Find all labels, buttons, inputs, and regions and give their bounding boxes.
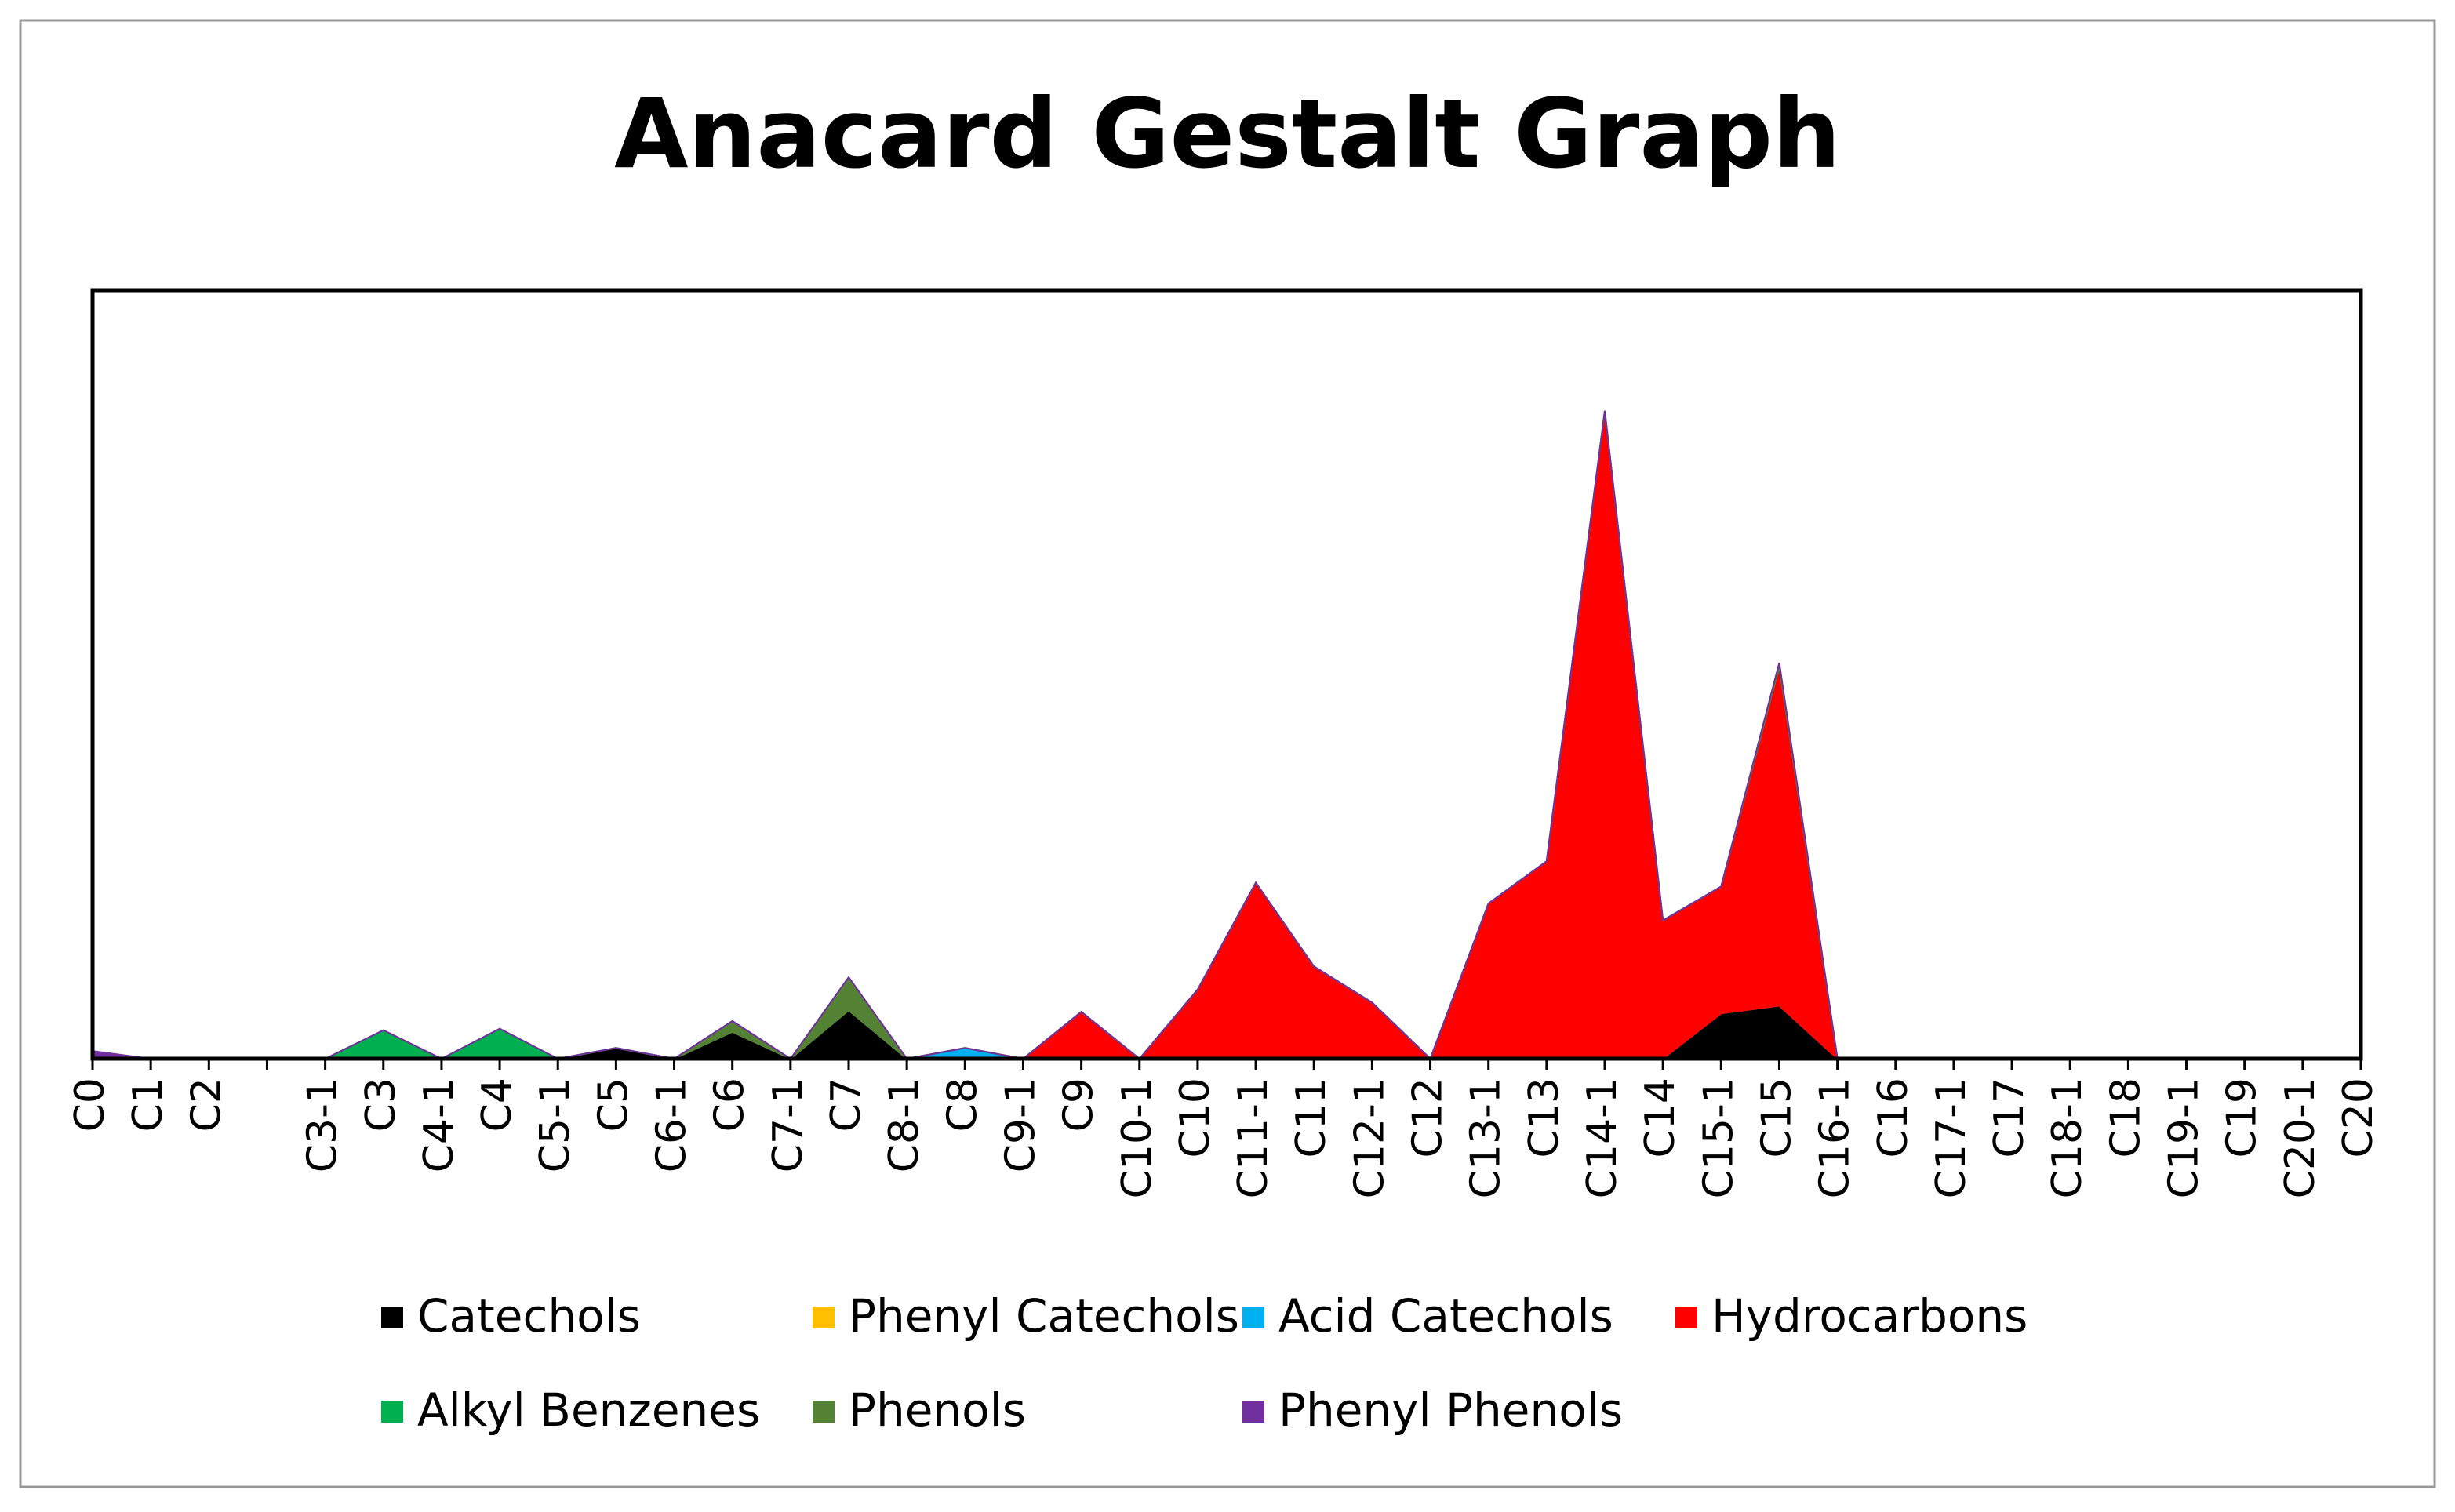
x-tick-label: C4 <box>474 1078 521 1132</box>
x-tick-label: C9-1 <box>997 1078 1044 1172</box>
x-tick-label: C1 <box>125 1078 172 1132</box>
x-tick-label: C3 <box>358 1078 405 1132</box>
x-tick-label: C8-1 <box>881 1078 928 1172</box>
legend-swatch <box>381 1401 403 1423</box>
x-tick-label: C6 <box>707 1078 754 1132</box>
x-tick-label: C11 <box>1288 1078 1335 1158</box>
legend-label: Catechols <box>417 1289 641 1343</box>
legend-label: Acid Catechols <box>1278 1289 1613 1343</box>
x-tick-label: C17 <box>1986 1078 2033 1158</box>
chart-title: Anacard Gestalt Graph <box>614 78 1841 190</box>
x-tick-label: C12 <box>1405 1078 1452 1158</box>
x-tick-label: C15-1 <box>1695 1078 1742 1198</box>
x-tick-label: C20-1 <box>2277 1078 2324 1198</box>
x-tick-label: C9 <box>1056 1078 1103 1132</box>
x-tick-label: C13 <box>1521 1078 1568 1158</box>
x-tick-label: C19-1 <box>2161 1078 2208 1198</box>
legend-label: Phenyl Phenols <box>1278 1383 1623 1437</box>
x-tick-label: C2 <box>183 1078 230 1132</box>
x-tick-label: C10-1 <box>1114 1078 1161 1198</box>
legend-label: Phenols <box>849 1383 1026 1437</box>
x-tick-label: C4-1 <box>416 1078 463 1172</box>
x-tick-label: C6-1 <box>649 1078 696 1172</box>
x-tick-label: C20 <box>2335 1078 2382 1158</box>
legend-swatch <box>1242 1401 1264 1423</box>
x-tick-label: C14 <box>1637 1078 1684 1158</box>
x-tick-label: C18 <box>2102 1078 2149 1158</box>
x-tick-label: C8 <box>939 1078 986 1132</box>
x-tick-label: C11-1 <box>1230 1078 1277 1198</box>
legend-swatch <box>381 1307 403 1328</box>
x-tick-label: C7-1 <box>765 1078 812 1172</box>
legend-label: Alkyl Benzenes <box>417 1383 760 1437</box>
x-tick-label: C19 <box>2219 1078 2266 1158</box>
legend-swatch <box>813 1307 835 1328</box>
x-tick-label: C13-1 <box>1463 1078 1510 1198</box>
chart-border <box>19 19 2436 1488</box>
x-tick-label: C0 <box>67 1078 114 1132</box>
x-tick-label: C17-1 <box>1928 1078 1975 1198</box>
x-tick-label: C14-1 <box>1579 1078 1626 1198</box>
x-tick-label: C16 <box>1870 1078 1917 1158</box>
x-tick-label: C5 <box>590 1078 637 1132</box>
legend-label: Phenyl Catechols <box>849 1289 1239 1343</box>
x-tick-label: C12-1 <box>1346 1078 1393 1198</box>
legend-label: Hydrocarbons <box>1711 1289 2028 1343</box>
legend-swatch <box>1675 1307 1697 1328</box>
x-tick-label: C5-1 <box>532 1078 579 1172</box>
x-tick-label: C7 <box>823 1078 870 1132</box>
x-tick-label: C16-1 <box>1812 1078 1859 1198</box>
legend-swatch <box>1242 1307 1264 1328</box>
legend-swatch <box>813 1401 835 1423</box>
x-tick-label: C15 <box>1753 1078 1800 1158</box>
x-tick-label: C10 <box>1172 1078 1219 1158</box>
plot-frame <box>90 288 2363 1061</box>
x-tick-label: C3-1 <box>300 1078 347 1172</box>
x-tick-label: C18-1 <box>2044 1078 2091 1198</box>
